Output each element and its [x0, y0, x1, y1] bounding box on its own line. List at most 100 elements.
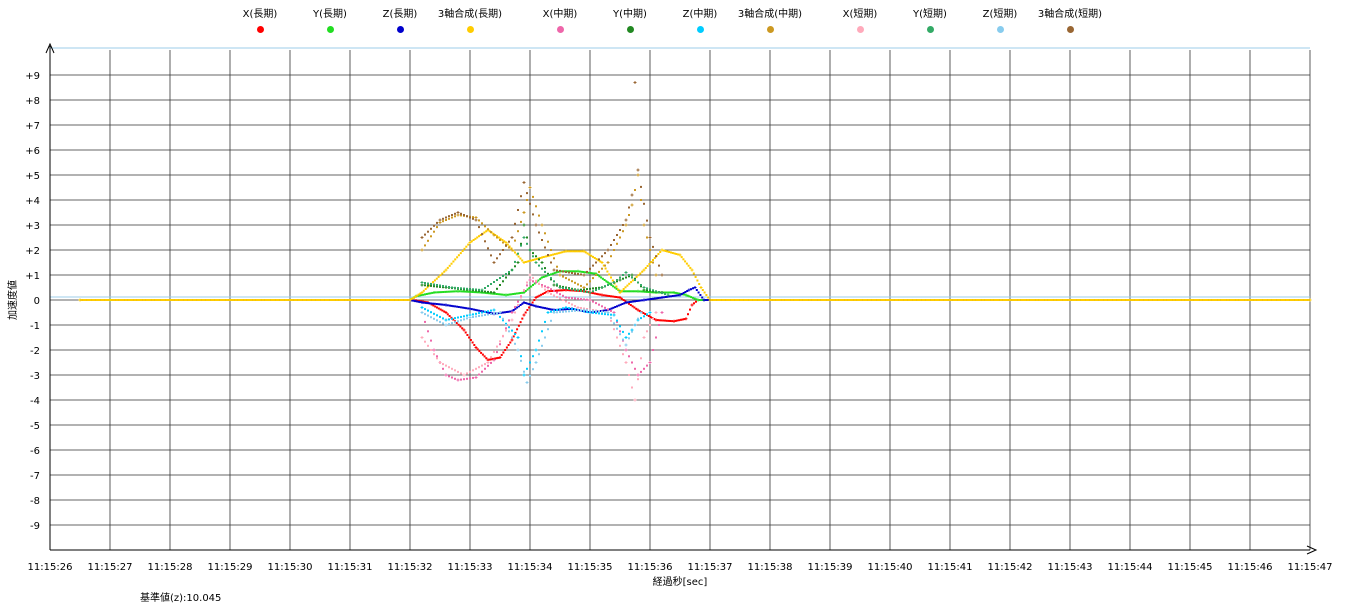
data-point: [699, 286, 703, 289]
legend-item-z-short[interactable]: Z(短期): [945, 8, 1055, 33]
data-point: [656, 319, 659, 322]
data-point: [644, 313, 647, 315]
legend-item-y-long[interactable]: Y(長期): [275, 8, 385, 33]
data-point: [1045, 299, 1048, 301]
data-point: [221, 299, 224, 301]
data-point: [444, 373, 448, 377]
data-point: [557, 289, 560, 292]
data-point: [589, 287, 591, 290]
data-point: [736, 299, 738, 301]
data-point: [595, 274, 597, 276]
data-point: [822, 299, 825, 301]
legend-item-z-long[interactable]: Z(長期): [345, 8, 455, 33]
data-point: [210, 299, 213, 301]
data-point: [329, 299, 332, 301]
data-point: [675, 294, 678, 297]
data-point: [624, 286, 627, 289]
data-point: [534, 261, 538, 264]
data-point: [584, 251, 587, 254]
data-point: [671, 252, 674, 254]
data-point: [1038, 299, 1041, 301]
data-point: [598, 275, 601, 278]
data-point: [1022, 299, 1025, 301]
data-point: [668, 251, 671, 253]
data-point: [692, 272, 695, 275]
legend-item-y-mid[interactable]: Y(中期): [575, 8, 685, 33]
data-point: [658, 291, 660, 294]
legend-item-composite-mid[interactable]: 3軸合成(中期): [715, 8, 825, 33]
data-point: [526, 199, 528, 201]
data-point: [363, 299, 366, 301]
data-point: [458, 290, 461, 293]
data-point: [514, 222, 516, 225]
data-point: [858, 299, 861, 301]
legend-item-composite-short[interactable]: 3軸合成(短期): [1015, 8, 1125, 33]
data-point: [226, 299, 229, 301]
data-point: [928, 299, 931, 301]
data-point: [613, 322, 615, 325]
data-point: [424, 340, 426, 343]
data-point: [424, 282, 426, 284]
data-point: [152, 299, 155, 301]
data-point: [82, 299, 85, 301]
data-point: [478, 312, 480, 315]
data-point: [628, 214, 630, 216]
data-point: [679, 318, 682, 321]
data-point: [1217, 299, 1220, 301]
data-point: [704, 299, 707, 301]
data-point: [365, 299, 368, 301]
data-point: [93, 299, 96, 301]
data-point: [763, 299, 766, 301]
data-point: [545, 307, 548, 310]
legend-marker-icon: [256, 26, 264, 33]
data-point: [569, 270, 572, 273]
data-point: [208, 299, 211, 301]
data-point: [241, 299, 244, 301]
data-point: [228, 299, 231, 301]
data-point: [529, 249, 531, 251]
data-point: [864, 299, 866, 301]
data-point: [633, 81, 637, 84]
data-point: [306, 299, 309, 301]
legend-item-x-long[interactable]: X(長期): [205, 8, 315, 33]
data-point: [508, 271, 510, 273]
data-point: [255, 299, 258, 301]
data-point: [1238, 299, 1241, 301]
data-point: [984, 299, 987, 301]
legend-item-x-short[interactable]: X(短期): [805, 8, 915, 33]
data-point: [472, 216, 474, 219]
data-point: [532, 195, 534, 198]
data-point: [469, 377, 471, 380]
data-point: [550, 277, 552, 280]
data-point: [630, 281, 633, 284]
data-point: [156, 299, 159, 301]
data-point: [595, 258, 598, 261]
data-point: [574, 308, 576, 311]
data-point: [414, 295, 417, 298]
data-point: [1098, 299, 1101, 301]
data-point: [514, 307, 517, 310]
data-point: [1058, 299, 1061, 301]
legend-item-y-short[interactable]: Y(短期): [875, 8, 985, 33]
legend-item-x-mid[interactable]: X(中期): [505, 8, 615, 33]
data-point: [641, 270, 644, 273]
data-point: [476, 236, 479, 239]
data-point: [448, 304, 451, 307]
data-point: [533, 258, 536, 261]
data-point: [487, 311, 490, 314]
data-point: [487, 285, 489, 287]
data-point: [546, 255, 549, 258]
data-point: [433, 353, 435, 356]
legend-item-z-mid[interactable]: Z(中期): [645, 8, 755, 33]
data-point: [680, 293, 683, 295]
y-tick-label: -3: [30, 371, 40, 382]
data-point: [432, 348, 436, 352]
data-point: [230, 299, 233, 301]
data-point: [571, 297, 573, 300]
data-point: [573, 270, 576, 273]
data-point: [752, 299, 755, 301]
data-point: [589, 267, 591, 270]
data-point: [463, 378, 465, 381]
legend-item-composite-long[interactable]: 3軸合成(長期): [415, 8, 525, 33]
data-point: [670, 251, 672, 254]
